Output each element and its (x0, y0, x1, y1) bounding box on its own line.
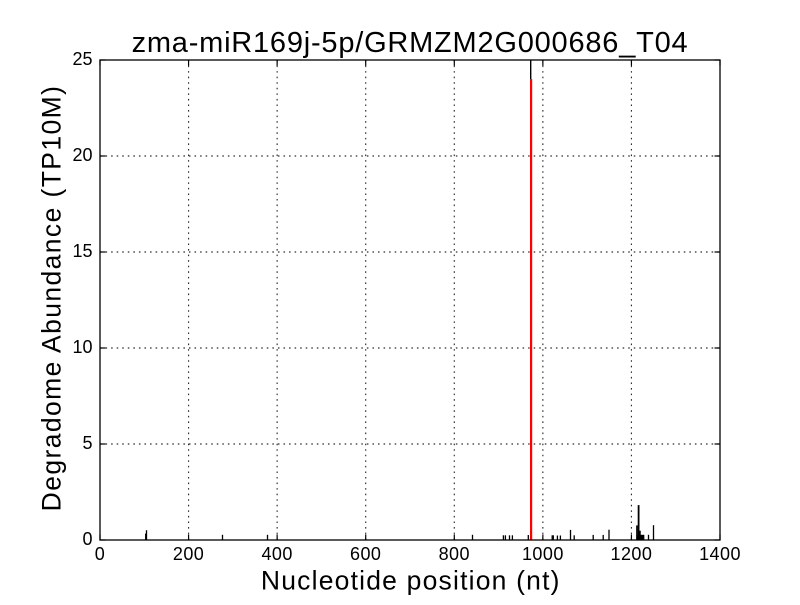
svg-text:200: 200 (173, 544, 204, 564)
svg-text:25: 25 (72, 49, 92, 69)
svg-text:0: 0 (82, 529, 92, 549)
svg-text:15: 15 (72, 241, 92, 261)
svg-text:600: 600 (350, 544, 381, 564)
svg-text:Degradome Abundance (TP10M): Degradome Abundance (TP10M) (37, 85, 67, 512)
svg-text:1200: 1200 (611, 544, 653, 564)
svg-text:1400: 1400 (699, 544, 741, 564)
svg-text:zma-miR169j-5p/GRMZM2G000686_T: zma-miR169j-5p/GRMZM2G000686_T04 (132, 27, 689, 59)
svg-text:20: 20 (72, 145, 92, 165)
svg-text:5: 5 (82, 433, 92, 453)
svg-text:0: 0 (95, 544, 105, 564)
svg-text:1000: 1000 (522, 544, 564, 564)
svg-text:400: 400 (261, 544, 292, 564)
svg-text:10: 10 (72, 337, 92, 357)
svg-text:800: 800 (439, 544, 470, 564)
svg-text:Nucleotide position (nt): Nucleotide position (nt) (261, 566, 561, 596)
